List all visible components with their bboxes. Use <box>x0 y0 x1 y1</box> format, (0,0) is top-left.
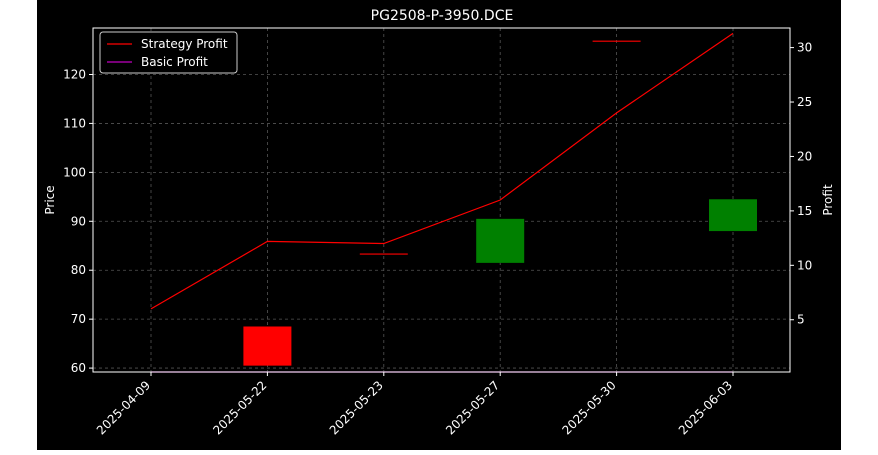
chart-svg: PG2508-P-3950.DCE 2025-04-09 2025-05-22 20… <box>43 8 835 437</box>
y-left-tick-label: 60 <box>71 361 86 375</box>
y-axis-left-label: Price <box>43 185 57 214</box>
y-left-tick-label: 90 <box>71 214 86 228</box>
y-right-tick-label: 5 <box>797 313 805 327</box>
y-right-tick-label: 15 <box>797 204 812 218</box>
grid-lines <box>93 28 790 372</box>
y-left-tick-label: 110 <box>63 116 86 130</box>
x-tick-label: 2025-04-09 <box>94 378 153 437</box>
y-right-tick-label: 25 <box>797 95 812 109</box>
x-tick-label: 2025-05-23 <box>327 378 386 437</box>
y-left-tick-label: 80 <box>71 263 86 277</box>
chart-title: PG2508-P-3950.DCE <box>371 8 514 24</box>
legend-box <box>99 31 238 74</box>
legend-label-basic-profit: Basic Profit <box>141 55 208 69</box>
profit-lines <box>150 32 734 373</box>
chart-figure: PG2508-P-3950.DCE 2025-04-09 2025-05-22 20… <box>37 0 841 450</box>
y-axis-right-label: Profit <box>821 184 835 216</box>
candles <box>243 40 757 366</box>
y-axis-right: 5 10 15 20 25 30 <box>790 41 812 327</box>
legend-label-strategy-profit: Strategy Profit <box>141 37 228 51</box>
x-tick-label: 2025-05-27 <box>443 378 502 437</box>
candle <box>476 218 525 263</box>
legend: Strategy Profit Basic Profit <box>99 31 238 74</box>
y-left-tick-label: 120 <box>63 67 86 81</box>
series-line-strategy-profit <box>150 32 734 310</box>
candle <box>709 199 757 232</box>
x-tick-label: 2025-05-22 <box>210 378 269 437</box>
y-right-tick-label: 20 <box>797 149 812 163</box>
x-tick-label: 2025-06-03 <box>676 378 735 437</box>
y-left-tick-label: 70 <box>71 312 86 326</box>
y-left-tick-label: 100 <box>63 165 86 179</box>
x-axis: 2025-04-09 2025-05-22 2025-05-23 2025-05-27… <box>94 372 735 437</box>
y-right-tick-label: 10 <box>797 258 812 272</box>
y-right-tick-label: 30 <box>797 41 812 55</box>
candle <box>243 326 292 366</box>
y-axis-left: 60 70 80 90 100 110 120 <box>63 67 93 375</box>
plot-frame <box>92 27 791 373</box>
x-tick-label: 2025-05-30 <box>560 378 619 437</box>
